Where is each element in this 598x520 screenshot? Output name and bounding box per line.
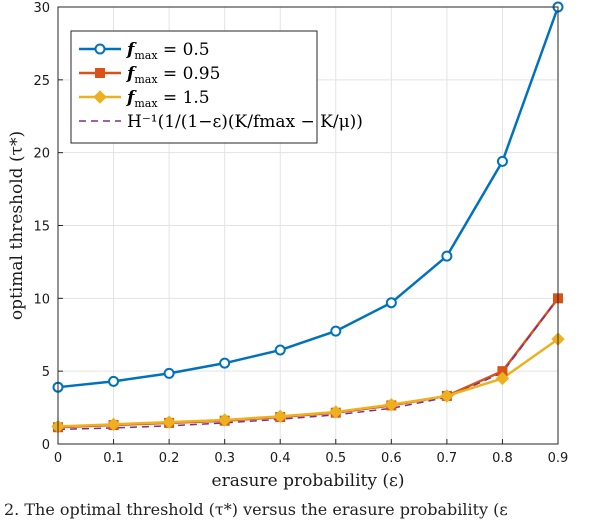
data-point-series-0	[441, 250, 453, 262]
x-tick-label: 0.5	[325, 451, 346, 466]
data-point-series-0	[496, 155, 508, 167]
series-line-2	[57, 338, 559, 428]
figure-caption: 2. The optimal threshold (τ*) versus the…	[4, 500, 508, 519]
y-axis-label: optimal threshold (τ*)	[7, 131, 27, 320]
data-point-series-2	[217, 413, 232, 427]
data-point-series-2	[384, 397, 399, 412]
data-point-series-0	[219, 357, 231, 369]
y-tick-label: 0	[42, 438, 50, 453]
legend-label-2: fmax = 1.5	[126, 88, 210, 110]
y-tick-label: 5	[42, 365, 50, 380]
legend-label-1: fmax = 0.95	[126, 64, 220, 86]
y-tick-label: 30	[33, 1, 50, 16]
y-tick-label: 15	[33, 220, 50, 235]
x-tick-label: 0.9	[548, 451, 569, 466]
legend-label-3: H⁻¹(1/(1−ε)(K/fmax − K/μ))	[127, 112, 363, 132]
x-tick-label: 0	[54, 451, 62, 466]
data-point-series-0	[108, 375, 120, 387]
legend-marker-2	[93, 90, 107, 104]
data-point-series-0	[385, 297, 397, 309]
legend-label-0: fmax = 0.5	[126, 40, 210, 62]
x-tick-label: 0.7	[437, 451, 458, 466]
data-point-series-2	[162, 415, 176, 429]
x-tick-label: 0.8	[492, 451, 513, 466]
x-tick-label: 0.2	[159, 451, 180, 466]
x-tick-label: 0.6	[381, 451, 402, 466]
x-tick-label: 0.3	[214, 451, 235, 466]
x-tick-label: 0.4	[270, 451, 291, 466]
data-point-series-0	[274, 344, 286, 356]
x-axis-label: erasure probability (ε)	[212, 471, 405, 491]
data-point-series-2	[440, 389, 454, 403]
data-point-series-2	[329, 405, 343, 419]
x-tick-label: 0.1	[103, 451, 124, 466]
data-point-series-2	[273, 409, 287, 424]
line-chart: 0 0.1 0.2 0.3 0.4 0.5 0.6 0.7 0.8 0.9 0 5 10 15 20 25 3…	[7, 1, 568, 491]
series-line-0	[57, 6, 560, 389]
plot-frame	[57, 6, 559, 445]
data-point-series-0	[163, 367, 175, 379]
y-tick-label: 10	[33, 292, 50, 307]
data-point-series-0	[330, 325, 342, 337]
series-lines	[57, 6, 560, 431]
y-axis-ticks: 0 5 10 15 20 25 30	[33, 1, 63, 453]
y-tick-label: 20	[33, 147, 50, 162]
data-point-series-2	[106, 417, 121, 432]
data-point-series-2	[495, 371, 510, 386]
legend-marker-1	[95, 68, 105, 78]
legend-marker-0	[94, 43, 106, 55]
x-axis-ticks: 0 0.1 0.2 0.3 0.4 0.5 0.6 0.7 0.8 0.9	[54, 439, 568, 466]
y-tick-label: 25	[33, 74, 50, 89]
series-line-3	[57, 297, 559, 431]
